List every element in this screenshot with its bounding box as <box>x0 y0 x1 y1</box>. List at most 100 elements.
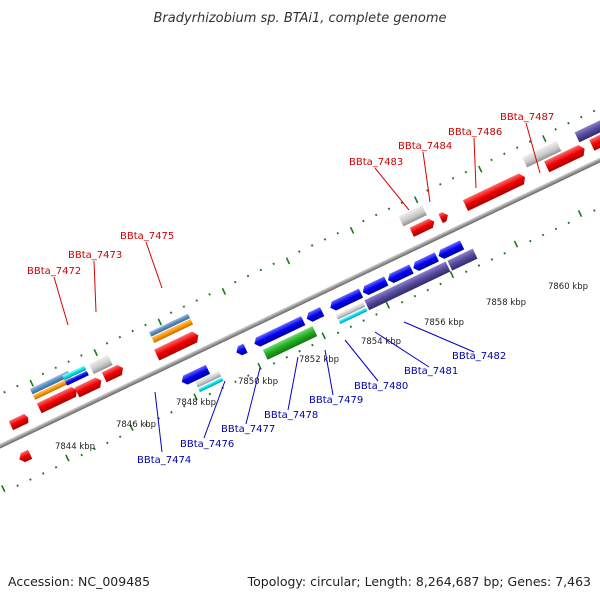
gene-arrow-blue[interactable] <box>386 264 414 284</box>
label-leader-lines <box>53 122 541 453</box>
gene-box-gray[interactable] <box>195 370 222 388</box>
gene-arrow-red[interactable] <box>36 385 80 414</box>
gene-box-gray[interactable] <box>335 302 366 320</box>
minor-tick <box>170 411 173 414</box>
gene-box-cyan[interactable] <box>198 377 224 393</box>
minor-tick <box>233 280 237 284</box>
gene-label-top[interactable]: BBta_7472 <box>27 266 81 277</box>
kbp-label: 7856 kbp <box>424 318 464 328</box>
minor-tick <box>272 362 276 365</box>
minor-tick <box>118 435 122 439</box>
page-title: Bradyrhizobium sp. BTAi1, complete genom… <box>153 11 446 26</box>
gene-label-top[interactable]: BBta_7483 <box>349 157 403 168</box>
minor-tick <box>272 262 275 266</box>
gene-arrow-blue[interactable] <box>436 240 465 260</box>
gene-box-green[interactable] <box>262 326 318 360</box>
genome-backbone <box>0 145 600 460</box>
gene-arrow-blue[interactable] <box>252 316 306 348</box>
gene-box-purple[interactable] <box>447 248 478 271</box>
gene-label-top[interactable]: BBta_7487 <box>500 112 554 123</box>
minor-tick <box>426 288 429 292</box>
gene-box-cyan[interactable] <box>338 307 368 325</box>
gene-box-purple[interactable] <box>364 261 451 311</box>
gene-arrow-red[interactable] <box>154 330 201 361</box>
major-tick <box>257 362 262 370</box>
gene-label-bottom[interactable]: BBta_7479 <box>309 395 363 406</box>
minor-tick <box>54 466 58 469</box>
minor-tick <box>80 354 83 357</box>
minor-tick <box>29 478 32 481</box>
gene-label-top[interactable]: BBta_7473 <box>68 250 122 261</box>
gene-arrow-red[interactable] <box>17 449 33 464</box>
gene-box-gray[interactable] <box>89 355 113 374</box>
minor-tick <box>528 140 532 143</box>
gene-label-bottom[interactable]: BBta_7481 <box>404 366 458 377</box>
major-tick <box>478 165 483 173</box>
gene-label-bottom[interactable]: BBta_7474 <box>137 455 191 466</box>
minor-tick <box>336 331 340 335</box>
major-tick <box>193 393 198 401</box>
minor-tick <box>144 423 148 426</box>
kbp-scale-labels: 7844 kbp 7846 kbp 7848 kbp 7850 kbp 7852… <box>55 282 588 452</box>
gene-arrow-blue[interactable] <box>180 364 211 387</box>
gene-arrow-blue[interactable] <box>411 252 439 272</box>
gene-arrow-blue[interactable] <box>234 343 248 357</box>
major-tick <box>385 301 391 309</box>
minor-tick <box>490 158 493 162</box>
minor-tick <box>477 264 481 267</box>
gene-label-top[interactable]: BBta_7484 <box>398 141 452 152</box>
gene-label-bottom[interactable]: BBta_7480 <box>354 381 408 392</box>
minor-tick <box>349 325 353 328</box>
major-tick <box>542 135 547 143</box>
minor-tick <box>259 268 263 272</box>
gene-label-top[interactable]: BBta_7475 <box>120 231 174 242</box>
kbp-label: 7860 kbp <box>548 282 588 292</box>
minor-tick <box>567 121 570 125</box>
major-tick <box>29 379 34 387</box>
minor-tick <box>16 484 19 487</box>
gene-box-orange[interactable] <box>151 318 194 343</box>
gene-arrow-red[interactable] <box>8 413 30 431</box>
leader-line-top <box>422 151 431 203</box>
gene-arrow-red[interactable] <box>544 143 587 173</box>
gene-arrow-red[interactable] <box>438 211 450 224</box>
major-tick <box>129 423 134 431</box>
minor-tick <box>362 219 365 223</box>
gene-box-steel[interactable] <box>29 370 71 395</box>
gene-box-gray[interactable] <box>398 205 427 227</box>
major-tick <box>577 210 583 218</box>
gene-box-blue[interactable] <box>65 370 89 386</box>
gene-arrow-red[interactable] <box>409 217 437 237</box>
gene-box-gray[interactable] <box>522 141 562 168</box>
gene-label-bottom[interactable]: BBta_7476 <box>180 439 234 450</box>
gene-label-top[interactable]: BBta_7486 <box>448 127 502 138</box>
minor-tick <box>41 372 45 376</box>
gene-label-bottom[interactable]: BBta_7477 <box>221 424 275 435</box>
gene-box-steel[interactable] <box>149 313 191 337</box>
leader-line-top <box>145 241 163 289</box>
gene-arrow-blue[interactable] <box>305 307 325 323</box>
gene-label-bottom[interactable]: BBta_7478 <box>264 410 318 421</box>
gene-box-cyan[interactable] <box>62 365 87 381</box>
major-tick <box>221 287 227 295</box>
leader-line-bottom <box>245 367 261 425</box>
gene-arrow-red[interactable] <box>462 172 528 211</box>
gene-label-bottom[interactable]: BBta_7482 <box>452 351 506 362</box>
minor-tick <box>208 293 211 296</box>
gene-arrow-red[interactable] <box>74 376 104 398</box>
minor-tick <box>106 441 109 445</box>
reverse-strand-genes <box>17 240 478 464</box>
major-tick <box>513 240 519 248</box>
leader-line-top <box>53 276 69 326</box>
leader-line-top <box>473 137 477 189</box>
minor-tick <box>529 239 532 243</box>
minor-tick <box>246 274 250 278</box>
forward-strand-genes <box>8 110 600 431</box>
minor-tick <box>464 270 468 273</box>
gene-arrow-red[interactable] <box>101 363 126 383</box>
gene-box-orange[interactable] <box>32 377 74 400</box>
minor-tick <box>16 384 19 388</box>
minor-tick <box>285 355 289 359</box>
gene-arrow-blue[interactable] <box>328 288 364 313</box>
gene-arrow-blue[interactable] <box>361 276 389 297</box>
